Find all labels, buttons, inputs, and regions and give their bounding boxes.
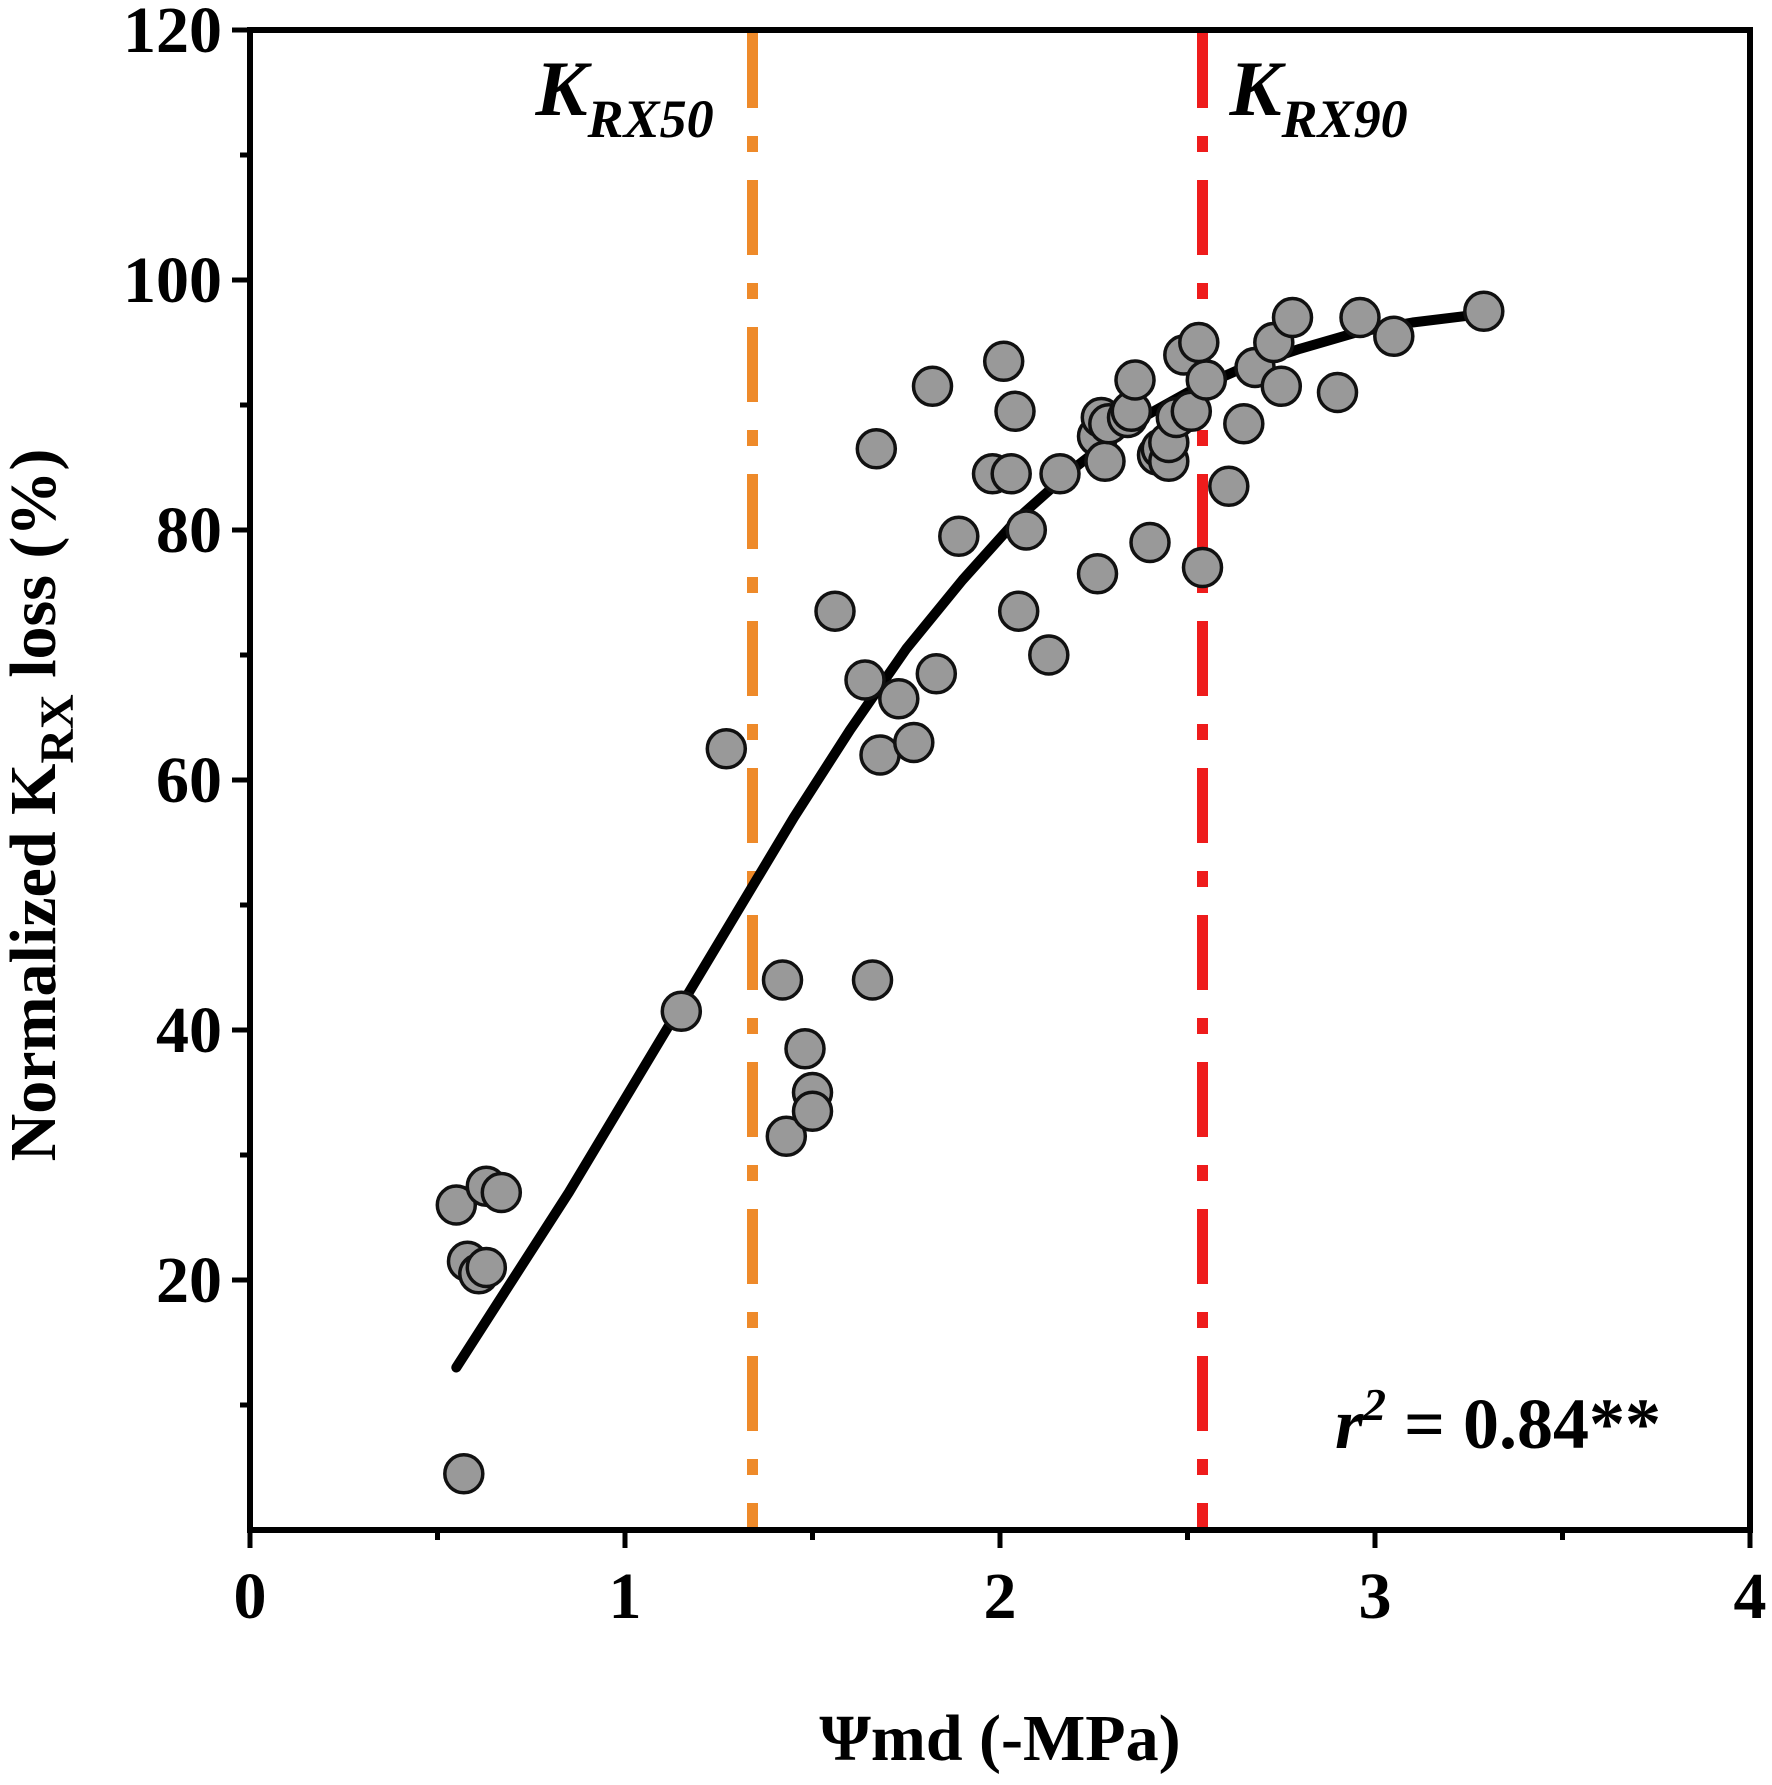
reference-lines [747,33,1208,1527]
data-point [1076,553,1119,595]
r-squared-annotation: r2 = 0.84** [1335,1379,1661,1464]
y-axis-title-subscript: RX [31,694,84,764]
fit-curve-group [451,308,1489,1373]
data-point [1316,371,1359,414]
data-point [1084,440,1126,483]
y-tick-label: 100 [123,244,222,317]
plot-frame [247,27,1753,1533]
data-point [705,728,748,770]
data-point [855,428,898,470]
data-point [997,590,1040,632]
data-point [765,1115,808,1158]
y-tick-label: 40 [156,994,222,1067]
data-point [1028,634,1070,676]
reference-label-subscript: RX50 [587,89,714,149]
x-tick-label: 1 [609,1560,642,1633]
data-point [761,959,804,1001]
x-tick-label: 3 [1359,1560,1392,1633]
reference-label-main: K [535,45,593,132]
reference-label-subscript: RX90 [1281,89,1408,149]
data-point [1463,290,1505,333]
data-point [938,515,980,558]
y-axis-title-prefix: Normalized K [0,764,70,1162]
data-point [915,653,958,695]
reference-label-main: K [1229,45,1287,132]
x-tick-label: 0 [234,1560,267,1633]
r-squared-r: r [1335,1384,1364,1464]
data-points [435,290,1505,1495]
data-point [480,1171,523,1214]
x-tick-label: 4 [1734,1560,1767,1633]
data-point [814,590,856,632]
data-point [660,990,703,1033]
x-tick-label: 2 [984,1560,1017,1633]
data-point [1039,453,1081,495]
tick-labels: 0 1 2 3 4 20 40 60 80 100 120 [123,0,1767,1633]
data-point [1223,403,1265,445]
axes [232,27,1753,1548]
y-axis-title-suffix: loss (%) [0,449,70,695]
y-tick-label: 20 [156,1244,222,1317]
data-point [435,1184,478,1226]
data-point [893,721,935,764]
y-tick-label: 60 [156,744,222,817]
y-tick-label: 120 [123,0,222,67]
axis-labels: Ψmd (-MPa) Normalized KRX loss (%) [0,449,1181,1775]
data-point [994,390,1036,433]
r-squared-superscript: 2 [1362,1379,1386,1430]
data-point [1208,465,1250,508]
data-point [443,1453,485,1495]
data-point [791,1090,834,1133]
data-point [1373,315,1415,358]
data-point [1178,321,1220,364]
data-point [1129,521,1171,564]
data-point [844,659,886,701]
data-point [878,678,920,720]
data-point [784,1028,826,1070]
data-point [911,365,954,408]
data-point [1114,359,1156,401]
fit-curve [451,308,1489,1373]
r-squared-value: = 0.84** [1386,1384,1661,1464]
data-point [1260,365,1303,408]
data-point [990,453,1032,495]
data-point [1339,296,1381,339]
data-point [851,959,894,1001]
data-point [1005,509,1048,551]
data-point [465,1246,508,1289]
x-axis-title: Ψmd (-MPa) [819,1702,1180,1775]
reference-label-rx90: KRX90 [1229,45,1408,149]
data-point [1181,546,1224,589]
data-point [1185,359,1228,401]
y-axis-title: Normalized KRX loss (%) [0,449,84,1162]
reference-label-rx50: KRX50 [535,45,714,149]
y-tick-label: 80 [156,494,222,567]
data-point [982,340,1025,383]
data-point [1271,296,1314,339]
